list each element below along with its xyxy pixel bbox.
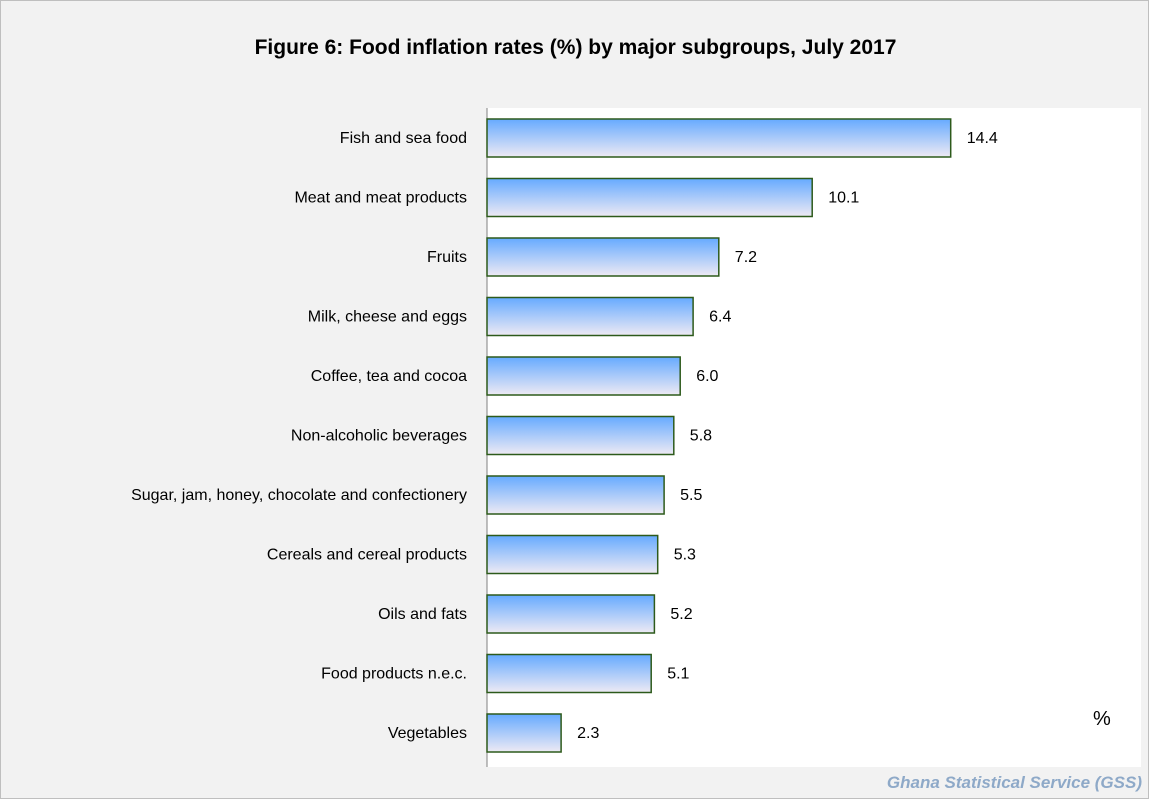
data-label: 5.5 xyxy=(680,487,702,504)
category-label: Cereals and cereal products xyxy=(267,547,467,564)
bar xyxy=(486,415,675,456)
category-label: Fish and sea food xyxy=(340,130,467,147)
bar xyxy=(486,177,813,218)
data-label: 5.3 xyxy=(674,547,696,564)
category-label: Food products n.e.c. xyxy=(321,666,467,683)
category-label: Sugar, jam, honey, chocolate and confect… xyxy=(131,487,467,504)
data-label: 7.2 xyxy=(735,249,757,266)
bar xyxy=(486,118,952,158)
bar xyxy=(486,356,681,396)
bar xyxy=(486,594,656,634)
category-label: Oils and fats xyxy=(378,606,467,623)
category-label: Vegetables xyxy=(388,725,467,742)
category-label: Meat and meat products xyxy=(294,190,467,207)
bar xyxy=(486,475,665,515)
data-label: 5.1 xyxy=(667,666,689,683)
chart-title: Figure 6: Food inflation rates (%) by ma… xyxy=(254,36,897,59)
category-label: Milk, cheese and eggs xyxy=(308,309,467,326)
source-label: Ghana Statistical Service (GSS) xyxy=(886,773,1142,792)
category-label: Fruits xyxy=(427,249,467,266)
category-label: Non-alcoholic beverages xyxy=(291,428,467,445)
bar xyxy=(486,534,659,575)
data-label: 2.3 xyxy=(577,725,599,742)
bar xyxy=(486,296,694,337)
bar xyxy=(486,713,562,753)
data-label: 6.4 xyxy=(709,309,731,326)
category-label: Coffee, tea and cocoa xyxy=(311,368,467,385)
data-label: 6.0 xyxy=(696,368,718,385)
data-label: 5.2 xyxy=(670,606,692,623)
bar xyxy=(486,653,652,694)
data-label: 14.4 xyxy=(967,130,998,147)
data-label: 5.8 xyxy=(690,428,712,445)
bar xyxy=(486,237,720,277)
unit-label: % xyxy=(1093,708,1111,730)
data-label: 10.1 xyxy=(828,190,859,207)
bars-layer: Fish and sea food 14.4 Meat and meat produ… xyxy=(131,118,998,753)
